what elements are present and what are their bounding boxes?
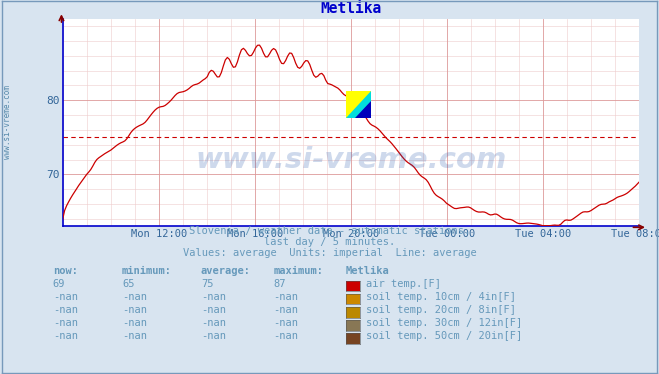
Text: 69: 69 <box>53 279 65 289</box>
Text: soil temp. 20cm / 8in[F]: soil temp. 20cm / 8in[F] <box>366 305 516 315</box>
Text: -nan: -nan <box>122 292 147 302</box>
Text: -nan: -nan <box>122 331 147 341</box>
Text: www.si-vreme.com: www.si-vreme.com <box>195 146 507 174</box>
Polygon shape <box>347 91 370 118</box>
Text: Slovenia / weather data - automatic stations.: Slovenia / weather data - automatic stat… <box>189 226 470 236</box>
Text: maximum:: maximum: <box>273 266 324 276</box>
Text: -nan: -nan <box>273 331 299 341</box>
Text: -nan: -nan <box>53 305 78 315</box>
Text: 75: 75 <box>201 279 214 289</box>
Text: -nan: -nan <box>53 331 78 341</box>
Text: -nan: -nan <box>201 318 226 328</box>
Text: -nan: -nan <box>122 305 147 315</box>
Polygon shape <box>355 101 370 118</box>
Text: -nan: -nan <box>53 318 78 328</box>
Text: soil temp. 10cm / 4in[F]: soil temp. 10cm / 4in[F] <box>366 292 516 302</box>
Text: -nan: -nan <box>273 292 299 302</box>
Text: -nan: -nan <box>273 305 299 315</box>
Text: -nan: -nan <box>201 292 226 302</box>
Title: Metlika: Metlika <box>320 1 382 16</box>
Text: last day / 5 minutes.: last day / 5 minutes. <box>264 237 395 247</box>
Text: Values: average  Units: imperial  Line: average: Values: average Units: imperial Line: av… <box>183 248 476 258</box>
Text: -nan: -nan <box>53 292 78 302</box>
Text: Metlika: Metlika <box>346 266 389 276</box>
Text: soil temp. 50cm / 20in[F]: soil temp. 50cm / 20in[F] <box>366 331 522 341</box>
Text: -nan: -nan <box>201 305 226 315</box>
Polygon shape <box>347 91 370 118</box>
Text: air temp.[F]: air temp.[F] <box>366 279 441 289</box>
Text: average:: average: <box>201 266 251 276</box>
Text: -nan: -nan <box>122 318 147 328</box>
Text: 65: 65 <box>122 279 134 289</box>
Text: now:: now: <box>53 266 78 276</box>
Text: -nan: -nan <box>273 318 299 328</box>
Text: www.si-vreme.com: www.si-vreme.com <box>3 86 13 159</box>
Text: 87: 87 <box>273 279 286 289</box>
Text: soil temp. 30cm / 12in[F]: soil temp. 30cm / 12in[F] <box>366 318 522 328</box>
Text: -nan: -nan <box>201 331 226 341</box>
Text: minimum:: minimum: <box>122 266 172 276</box>
